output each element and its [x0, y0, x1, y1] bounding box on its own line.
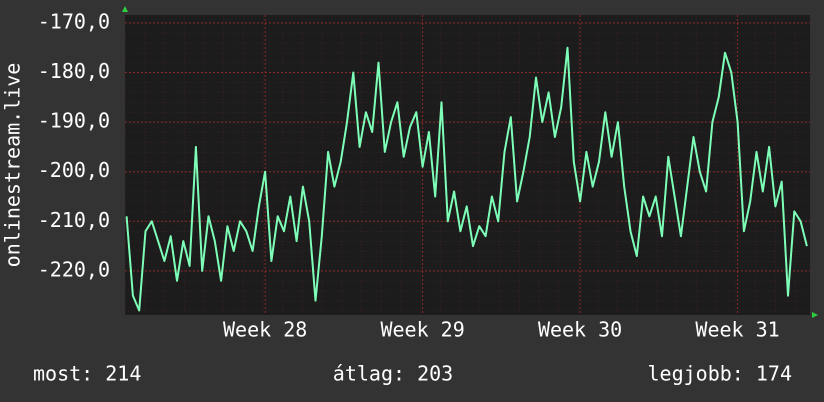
y-tick-label: -180,0: [38, 59, 110, 83]
y-tick-label: -190,0: [38, 109, 110, 133]
y-tick-label: -200,0: [38, 158, 110, 182]
x-tick-label: Week 29: [380, 318, 464, 342]
axis-arrow: [122, 6, 128, 12]
x-tick-label: Week 31: [695, 318, 779, 342]
y-tick-label: -210,0: [38, 208, 110, 232]
axis-arrow: [812, 312, 818, 318]
footer-now: most: 214: [33, 362, 141, 386]
series-line: [125, 46, 808, 312]
plot-area: [125, 15, 810, 315]
x-tick-label: Week 30: [538, 318, 622, 342]
y-tick-label: -170,0: [38, 9, 110, 33]
y-tick-label: -220,0: [38, 257, 110, 281]
x-tick-label: Week 28: [223, 318, 307, 342]
footer-best: legjobb: 174: [648, 362, 793, 386]
footer-average: átlag: 203: [333, 362, 453, 386]
y-axis-label: onlinestream.live: [1, 63, 25, 268]
